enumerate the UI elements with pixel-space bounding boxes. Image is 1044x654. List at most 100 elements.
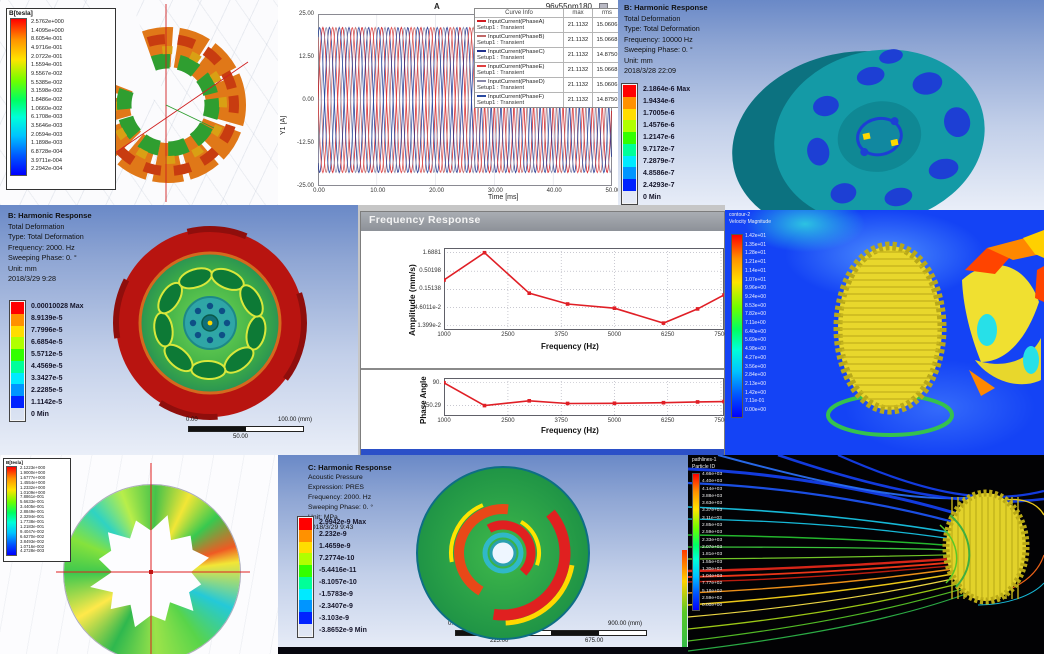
header-line: Unit: MPa: [308, 514, 338, 521]
x-tick: 20.00: [429, 188, 445, 194]
header-line: C: Harmonic Response: [308, 463, 392, 472]
curve-color-sample: [477, 19, 486, 22]
curve-info-table: Curve Info max rms InputCurrent(PhaseA) Setu…: [474, 8, 618, 108]
panel-flux-stator: B[tesla] 2.5762e+000 1.4095e+000 8.6054e-0…: [0, 0, 278, 205]
legend-value: 6.40e+00: [745, 328, 766, 335]
ruler-label-mid: 50.00: [233, 434, 249, 440]
x-tick: 50.00: [605, 188, 619, 194]
phase-chart: [444, 378, 724, 416]
amp-x-tick: 5000: [607, 332, 622, 338]
legend-colorbar: [9, 300, 26, 422]
ruler-label-q1: 225.00: [490, 638, 509, 644]
legend-value: 0 Min: [31, 411, 49, 418]
legend-value: 1.4576e-6: [643, 122, 675, 129]
legend-value: 2.59e+02: [702, 596, 723, 602]
legend-value: 6.6854e-5: [31, 339, 63, 346]
legend-value: 2.5762e+000: [31, 19, 64, 25]
legend-value: 1.0660e-002: [31, 105, 63, 112]
amp-x-tick: 3750: [554, 332, 568, 338]
legend-value: 7.7996e-5: [31, 327, 63, 334]
legend-value: 1.42e+00: [745, 389, 766, 396]
legend-value: 1.1142e-5: [31, 399, 63, 406]
legend-value: 1.4554e+000: [20, 479, 46, 485]
legend-value: 1.2183e-001: [20, 523, 45, 529]
legend-value: -8.1057e-10: [319, 579, 357, 586]
legend-value: 4.40e+03: [702, 479, 723, 485]
y-tick: -12.50: [296, 140, 314, 146]
legend-value: 9.5567e-002: [31, 70, 63, 77]
frequency-response-window: Frequency Response Amplitude (mm/s) Freq…: [360, 211, 725, 455]
legend-value: 1.4659e-9: [319, 543, 351, 550]
table-header: max: [564, 9, 593, 17]
legend-colorbar: [621, 83, 638, 205]
flux-legend-title: B[tesla]: [6, 460, 23, 465]
amp-x-tick: 6250: [661, 332, 675, 338]
x-axis-label: Time [ms]: [488, 194, 519, 201]
gear-fan-render: [826, 230, 1044, 437]
panel-cfd-contour: contour-2 Velocity Magnitude 1.42e+01 1.35…: [725, 210, 1044, 455]
table-row: InputCurrent(PhaseF) Setup1 : Transient 21…: [475, 92, 618, 107]
plot-corner-label: A: [434, 2, 440, 11]
x-tick: 0.00: [313, 188, 325, 194]
flow-wisp-2: [745, 210, 865, 252]
header-line: Velocity Magnitude: [729, 218, 771, 225]
legend-value: 1.8486e-002: [31, 96, 63, 103]
legend-value: 0.00e+00: [702, 603, 723, 609]
legend-value: 1.35e+01: [745, 241, 766, 248]
curve-color-sample: [477, 79, 486, 82]
phase-y-tick: 90.: [432, 379, 441, 386]
legend-value: 4.9716e-001: [31, 44, 63, 51]
legend-value: 2.1223e+000: [20, 465, 46, 470]
header-line: Unit: mm: [8, 263, 37, 273]
amp-y-tick: 1.6881: [422, 249, 441, 256]
header-line: pathlines-1: [692, 457, 717, 463]
legend-value: 1.42e+01: [745, 233, 766, 239]
legend-value: 0.00010028 Max: [31, 303, 84, 310]
window-title-bar[interactable]: Frequency Response: [361, 212, 724, 231]
legend-value: 3.9711e-004: [31, 157, 63, 164]
axis-line-green: [165, 104, 215, 129]
legend-value: 7.2774e-10: [319, 555, 355, 562]
phase-x-tick: 1000: [437, 418, 451, 424]
header-line: 2018/3/29 9:43: [308, 524, 354, 531]
legend-value: 1.81e+03: [702, 552, 723, 558]
legend-value: 8.9139e-5: [31, 315, 63, 322]
legend-value: 1.0716e-002: [20, 543, 45, 549]
pathlines-legend-values: 4.66e+03 4.40e+03 4.14e+03 3.88e+03 3.63e+03…: [702, 471, 722, 610]
phase-x-tick: 5000: [607, 418, 622, 424]
legend-value: 4.27e+00: [745, 354, 766, 361]
header-line: contour-2: [729, 212, 751, 218]
phase-x-tick: 2500: [501, 418, 515, 424]
ruler-label-left: 0.00: [186, 417, 198, 423]
legend-value: 1.55e+03: [702, 559, 723, 565]
panel-frequency-response: Frequency Response Amplitude (mm/s) Freq…: [358, 205, 725, 455]
axis-line-diagonal: [95, 61, 249, 167]
amp-y-tick: 0.15138: [419, 286, 441, 293]
streamlines-render: [688, 455, 1044, 652]
legend-value: 2.9942e-9 Max: [319, 519, 367, 526]
legend-value: 2.59e+03: [702, 530, 723, 536]
result-legend: 0.00010028 Max 8.9139e-5 7.7996e-5 6.6854e-…: [9, 300, 84, 422]
legend-value: 7.8861e-001: [20, 494, 45, 500]
legend-value: 6.8728e-004: [31, 148, 63, 155]
legend-value: 2.1864e-6 Max: [643, 86, 691, 93]
y-tick: 0.00: [302, 97, 314, 103]
header-line: Sweeping Phase: 0. °: [624, 45, 693, 54]
legend-value: 1.30e+03: [702, 566, 723, 572]
curve-color-sample: [477, 94, 486, 97]
ruler-label-right: 900.00 (mm): [608, 621, 643, 627]
curve-color-sample: [477, 64, 486, 67]
legend-value: 1.2332e+000: [20, 484, 46, 490]
header-line: Frequency: 10000 Hz: [624, 34, 693, 44]
legend-value: 6.6270e-002: [20, 533, 45, 539]
legend-value: 7.82e+00: [745, 311, 766, 318]
legend-value: 4.8586e-7: [643, 170, 675, 177]
cfd-colorbar: [731, 234, 743, 418]
legend-value: 3.63e+03: [702, 501, 723, 507]
wheel-render-10000: [732, 49, 985, 210]
amp-x-tick: 1000: [437, 332, 451, 338]
amp-x-tick: 2500: [501, 332, 515, 338]
y-axis-label: Y1 [A]: [280, 115, 287, 135]
legend-value: 1.07e+01: [745, 276, 766, 283]
